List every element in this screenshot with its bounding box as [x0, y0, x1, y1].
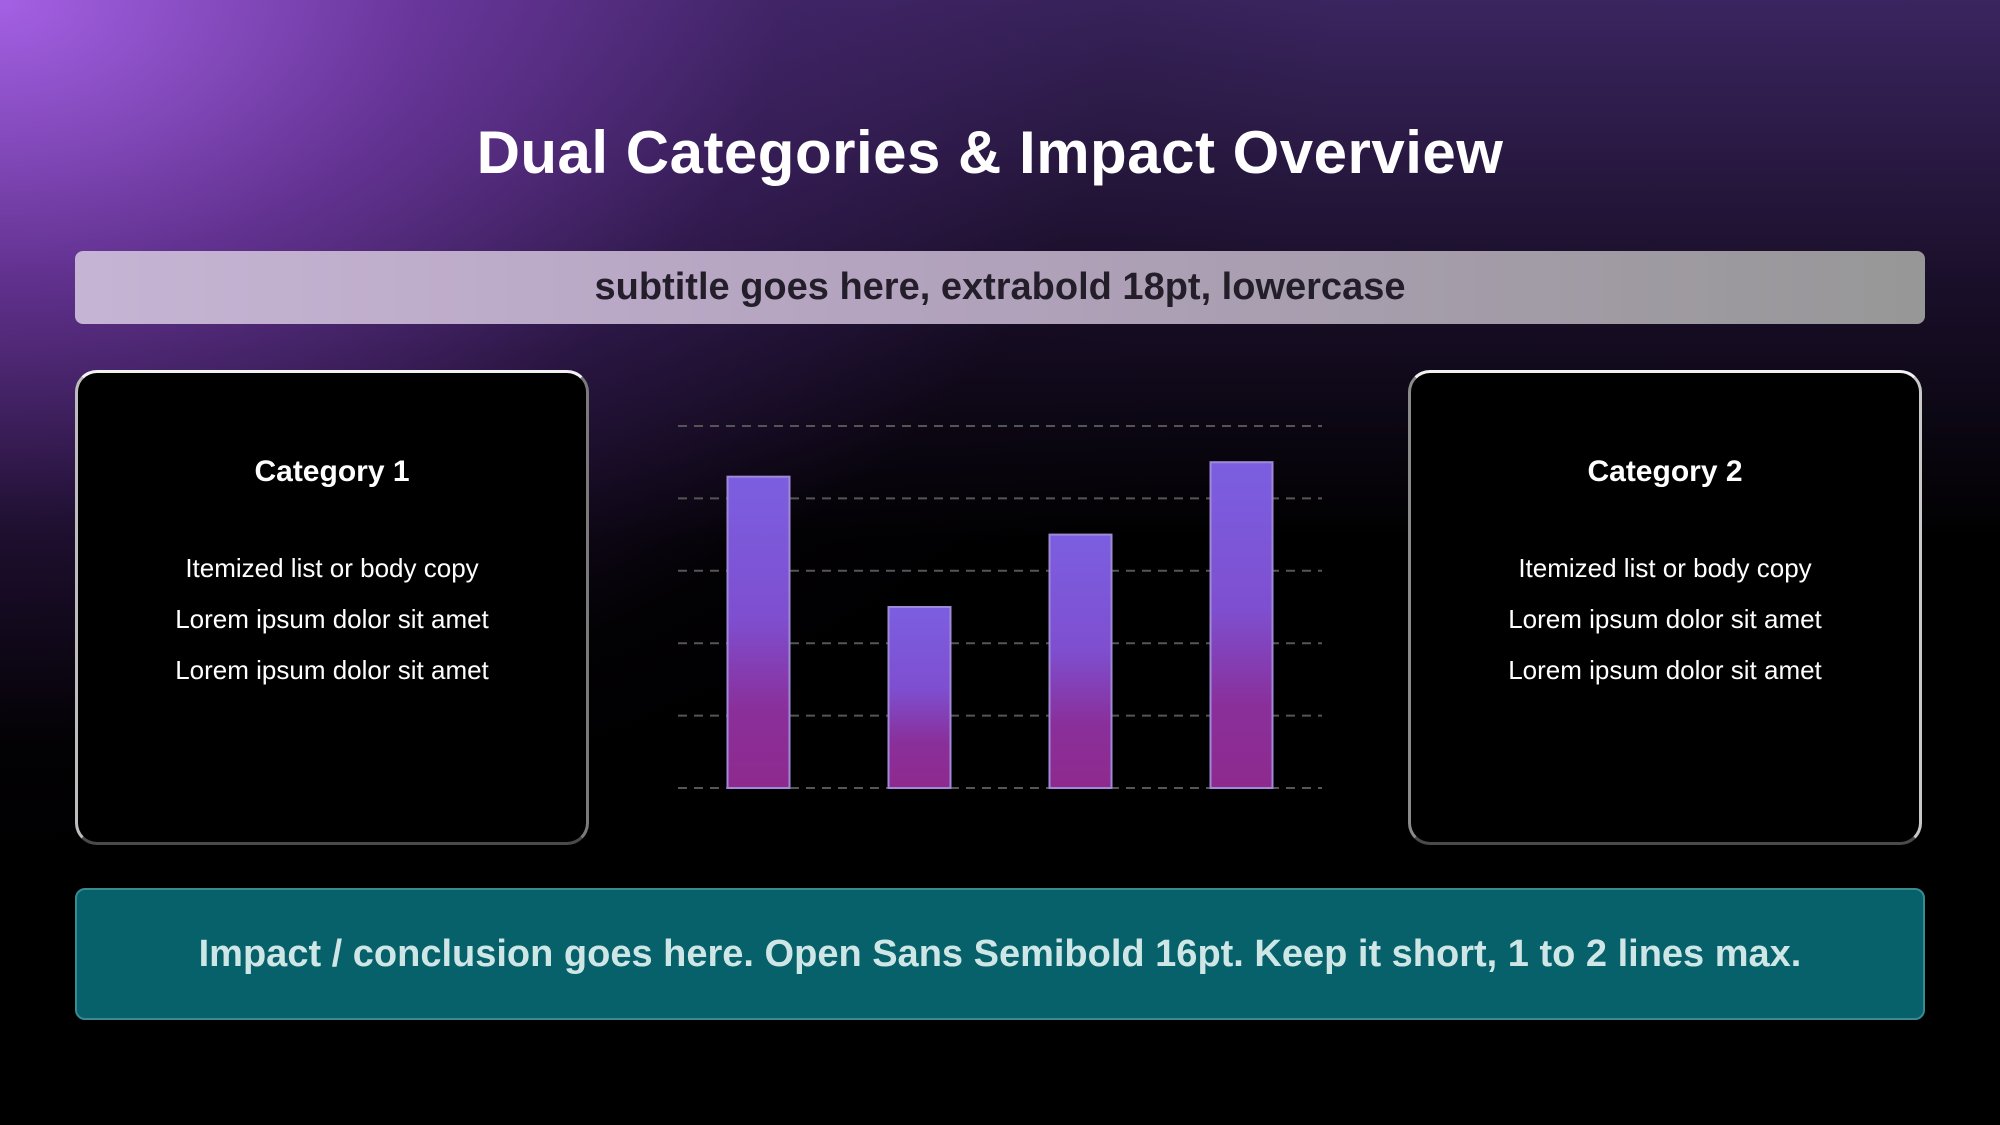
bar-chart — [678, 425, 1322, 790]
category-1-card: Category 1 Itemized list or body copy Lo… — [75, 370, 589, 845]
category-1-item: Lorem ipsum dolor sit amet — [175, 655, 489, 685]
subtitle-banner: subtitle goes here, extrabold 18pt, lowe… — [75, 251, 1925, 324]
category-1-title: Category 1 — [254, 455, 410, 488]
category-1-item: Lorem ipsum dolor sit amet — [175, 604, 489, 634]
chart-bar — [1048, 533, 1113, 789]
chart-bar — [726, 475, 791, 790]
chart-bar — [1209, 461, 1274, 789]
category-2-item: Lorem ipsum dolor sit amet — [1508, 655, 1822, 685]
chart-bar — [887, 606, 952, 789]
category-2-item: Itemized list or body copy — [1518, 553, 1812, 583]
category-2-title: Category 2 — [1587, 455, 1743, 488]
category-1-list: Itemized list or body copy Lorem ipsum d… — [78, 543, 586, 696]
conclusion-text: Impact / conclusion goes here. Open Sans… — [198, 932, 1802, 975]
category-2-card: Category 2 Itemized list or body copy Lo… — [1408, 370, 1922, 845]
category-2-item: Lorem ipsum dolor sit amet — [1508, 604, 1822, 634]
conclusion-banner: Impact / conclusion goes here. Open Sans… — [75, 888, 1925, 1020]
chart-bars — [726, 461, 1274, 790]
category-2-list: Itemized list or body copy Lorem ipsum d… — [1411, 543, 1919, 696]
slide-title: Dual Categories & Impact Overview — [476, 119, 1504, 186]
category-1-item: Itemized list or body copy — [185, 553, 479, 583]
subtitle-text: subtitle goes here, extrabold 18pt, lowe… — [594, 266, 1406, 308]
